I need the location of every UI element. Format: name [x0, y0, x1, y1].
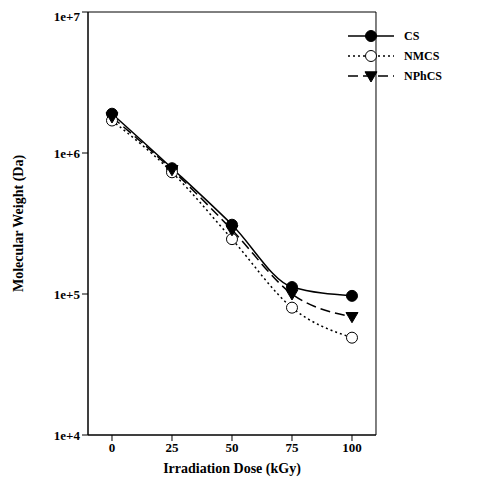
- html-text:NMCS: NMCS: [404, 48, 440, 63]
- svg-text:75: 75: [285, 440, 299, 455]
- svg-text:0: 0: [109, 440, 116, 455]
- svg-text:25: 25: [165, 440, 179, 455]
- svg-text:50: 50: [225, 440, 238, 455]
- html-text:CS: CS: [404, 28, 420, 43]
- svg-text:1e+5: 1e+5: [54, 287, 81, 302]
- svg-text:1e+6: 1e+6: [54, 146, 81, 161]
- html-text:NPhCS: NPhCS: [404, 68, 442, 83]
- svg-text:1e+7: 1e+7: [54, 9, 81, 24]
- svg-text:100: 100: [342, 440, 362, 455]
- svg-text:Molecular Weight (Da): Molecular Weight (Da): [11, 155, 27, 292]
- svg-text:1e+4: 1e+4: [54, 428, 81, 443]
- svg-text:Irradiation Dose (kGy): Irradiation Dose (kGy): [163, 461, 301, 477]
